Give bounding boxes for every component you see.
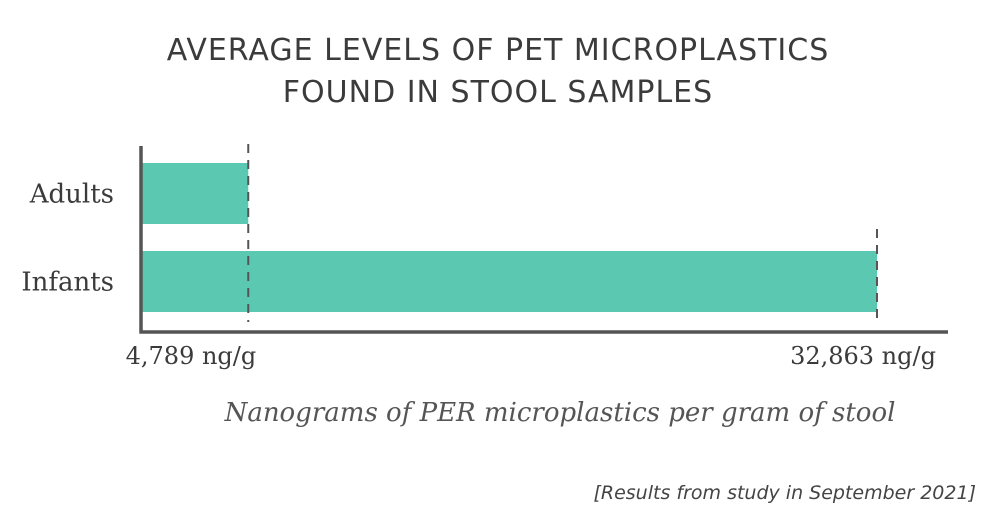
chart-title: AVERAGE LEVELS OF PET MICROPLASTICS FOUN…	[0, 30, 996, 114]
value-label-infants: 32,863 ng/g	[790, 342, 936, 370]
x-axis-label: Nanograms of PER microplastics per gram …	[224, 398, 896, 428]
value-label-adults: 4,789 ng/g	[126, 342, 257, 370]
bar-adults	[141, 163, 249, 224]
chart-title-line-1: AVERAGE LEVELS OF PET MICROPLASTICS	[166, 33, 830, 68]
guides-layer	[247, 144, 878, 322]
bar-chart: Adults 4,789 ng/g Infants 32,863 ng/g	[21, 144, 948, 371]
bars-layer	[141, 163, 877, 312]
bar-infants	[141, 251, 877, 312]
labels-layer: Adults 4,789 ng/g Infants 32,863 ng/g	[21, 180, 936, 371]
category-label-infants: Infants	[21, 268, 114, 298]
axes-layer	[139, 146, 948, 334]
footnote: [Results from study in September 2021]	[593, 482, 976, 504]
category-label-adults: Adults	[29, 180, 114, 210]
chart-title-line-2: FOUND IN STOOL SAMPLES	[282, 75, 714, 110]
